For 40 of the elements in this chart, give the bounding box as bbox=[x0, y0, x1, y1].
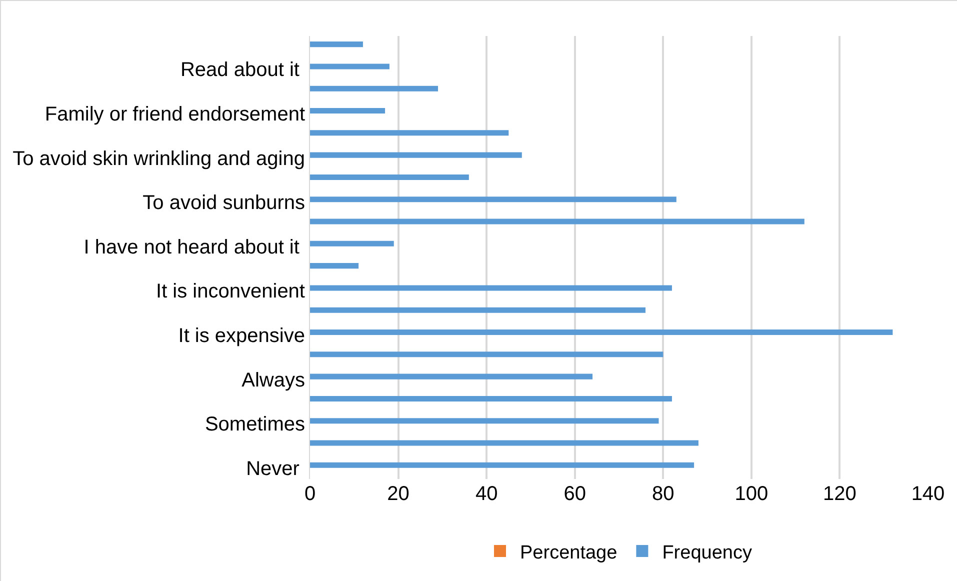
x-tick-label: 100 bbox=[734, 483, 768, 505]
x-tick-label: 20 bbox=[387, 483, 410, 505]
y-tick-label: Read about it bbox=[180, 59, 305, 82]
y-tick-label: Sometimes bbox=[204, 414, 305, 436]
bar bbox=[310, 440, 698, 446]
bar bbox=[310, 196, 676, 202]
bar bbox=[310, 42, 363, 48]
bar bbox=[310, 218, 804, 224]
x-tick-label: 40 bbox=[475, 483, 498, 505]
x-tick-label: 0 bbox=[304, 483, 316, 505]
bar bbox=[310, 285, 672, 291]
y-tick-label: I have not heard about it bbox=[84, 236, 305, 258]
bar bbox=[310, 329, 893, 336]
bar bbox=[310, 352, 664, 358]
y-tick-label: To avoid skin wrinkling and aging bbox=[12, 148, 305, 170]
bar bbox=[310, 307, 646, 313]
y-tick-label: To avoid sunburns bbox=[142, 192, 305, 214]
legend-label: Percentage bbox=[520, 542, 618, 564]
bar bbox=[310, 418, 659, 424]
y-tick-label: Family or friend endorsement bbox=[44, 104, 306, 126]
bar bbox=[310, 64, 390, 70]
bar bbox=[310, 152, 522, 158]
bar bbox=[310, 130, 509, 136]
bar bbox=[310, 396, 672, 402]
x-tick-label: 120 bbox=[823, 483, 856, 505]
bar bbox=[310, 263, 359, 269]
bar bbox=[310, 462, 694, 468]
x-tick-label: 80 bbox=[652, 483, 674, 505]
x-tick-label: 140 bbox=[911, 483, 945, 505]
bar bbox=[310, 240, 394, 246]
bar bbox=[310, 86, 438, 92]
bar bbox=[310, 174, 469, 180]
y-tick-label: Never bbox=[246, 458, 305, 480]
y-tick-label: It is inconvenient bbox=[156, 280, 306, 303]
y-tick-label: It is expensive bbox=[178, 325, 305, 348]
bar bbox=[310, 108, 386, 114]
legend-label: Frequency bbox=[662, 542, 752, 564]
x-tick-label: 60 bbox=[564, 483, 586, 505]
bar bbox=[310, 374, 593, 380]
y-tick-label: Always bbox=[242, 369, 305, 392]
